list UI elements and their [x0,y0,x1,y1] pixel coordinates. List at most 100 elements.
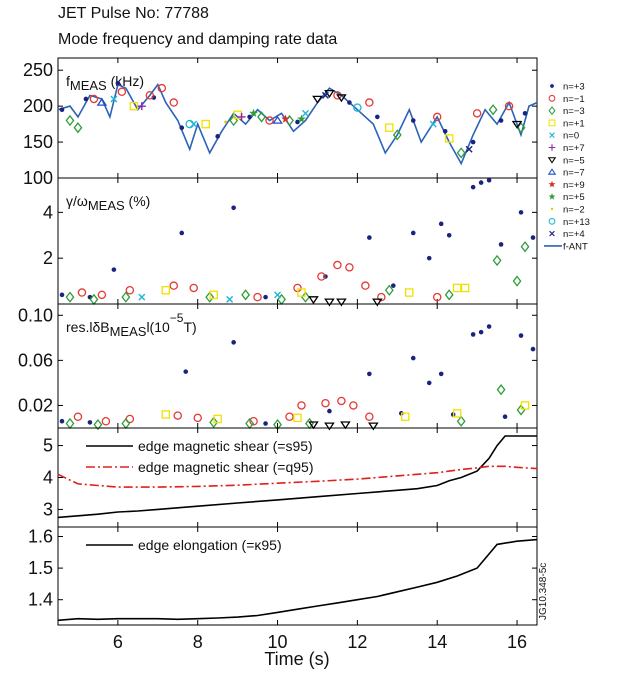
point [301,109,309,117]
legend-label: n=+4 [563,229,585,240]
point [247,114,252,120]
legend-marker [550,207,554,211]
point [438,371,444,377]
legend-label: n=+7 [563,143,585,154]
point [59,418,65,424]
point [209,416,219,429]
point [297,114,306,123]
point [293,413,302,423]
point [444,289,454,301]
point [372,298,383,307]
x-axis-label: Time (s) [264,649,329,669]
point [115,80,121,86]
point [263,421,268,426]
point [77,288,87,297]
point [384,284,394,296]
panel-label-part: T) [183,319,196,335]
point [324,298,335,307]
point [327,408,332,414]
point [365,412,374,421]
point [213,414,222,424]
point [321,91,329,99]
y-tick-label: 150 [23,132,53,152]
point [231,205,236,211]
point [253,292,262,302]
point [511,120,523,129]
panel-label-part: (%) [125,193,151,209]
legend-label: n=+9 [563,180,585,191]
point [385,123,394,132]
point [297,288,306,297]
point [285,412,294,421]
point [410,118,416,123]
x-tick-label: 6 [113,632,123,652]
y-tick-label: 1.4 [28,590,53,610]
plot-area [59,177,536,307]
legend-marker [548,94,556,102]
point [367,371,372,377]
legend-marker [548,119,556,127]
point [345,263,354,272]
legend-label: edge elongation (=κ95) [138,537,282,553]
y-tick-label: 4 [43,202,53,222]
legend-marker [550,84,554,88]
point [97,290,107,300]
point [486,324,492,329]
point [201,119,210,129]
point [456,147,466,159]
point [185,119,194,129]
plot-area [59,324,536,431]
point [392,129,402,141]
y-tick-label: 1.5 [28,558,53,578]
panel-label: res.lδBMEASl(10−5T) [66,311,197,339]
plot-area [57,80,538,166]
point [295,119,300,125]
legend-marker [549,132,555,138]
legend-label: n=−7 [563,168,585,179]
y-tick-label: 0.10 [18,305,53,325]
point [93,418,103,431]
point [492,254,502,267]
point [87,420,93,425]
legend-marker [547,157,557,164]
point [365,98,374,107]
data-line [57,465,538,488]
point [73,412,83,421]
point [518,210,524,215]
panel-label-part: MEAS [110,324,147,339]
point [224,120,228,124]
point [460,283,470,293]
data-line [57,435,537,519]
point [470,139,476,145]
point [125,286,135,295]
y-tick-label: 3 [43,499,53,519]
point [522,111,528,116]
panel-label: γ/ωMEAS (%) [66,193,150,213]
legend-label: f-ANT [563,241,588,252]
point [452,283,462,293]
point [472,109,482,118]
point [324,422,335,431]
point [488,104,498,116]
point [446,232,452,238]
point [442,128,448,134]
point [432,292,442,302]
panel-label-part: γ/ω [66,193,88,209]
legend-marker [549,230,555,237]
point [272,115,283,124]
point [209,290,218,300]
point [193,413,202,423]
point [215,134,220,139]
panel-frame [57,526,538,626]
legend-label: n=+13 [563,217,590,228]
x-tick-label: 10 [268,632,288,652]
legend-marker [548,217,556,225]
point [530,346,536,352]
point [340,421,351,430]
point [377,292,386,302]
point [117,87,127,97]
point [151,95,157,100]
point [129,101,139,111]
point [183,369,189,374]
